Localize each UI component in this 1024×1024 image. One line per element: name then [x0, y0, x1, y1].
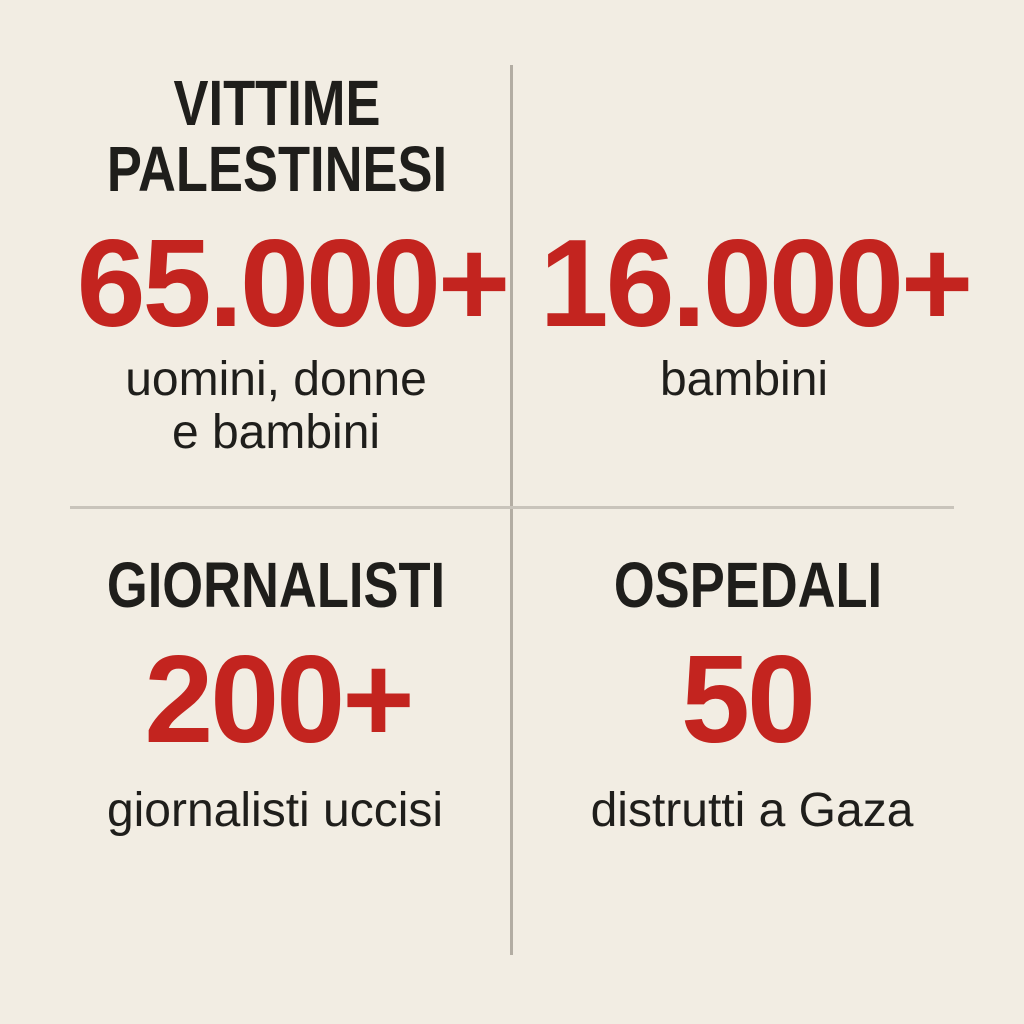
- stat-value-vittime-palestinesi: 65.000+: [76, 215, 511, 353]
- stat-heading-giornalisti: GIORNALISTI: [106, 549, 446, 621]
- stat-caption-giornalisti: giornalisti uccisi: [106, 784, 444, 837]
- stat-value-ospedali: 50: [681, 631, 816, 769]
- stat-value-bambini: 16.000+: [539, 215, 974, 353]
- horizontal-divider: [70, 506, 954, 509]
- stat-value-giornalisti: 200+: [144, 631, 414, 769]
- stat-heading-vittime-palestinesi: VITTIME PALESTINESI: [106, 67, 448, 205]
- stat-caption-ospedali: distrutti a Gaza: [590, 784, 914, 837]
- stat-caption-vittime-palestinesi: uomini, donne e bambini: [125, 353, 427, 459]
- stat-heading-ospedali: OSPEDALI: [613, 549, 883, 621]
- stat-caption-bambini: bambini: [659, 353, 829, 406]
- vertical-divider: [510, 65, 513, 955]
